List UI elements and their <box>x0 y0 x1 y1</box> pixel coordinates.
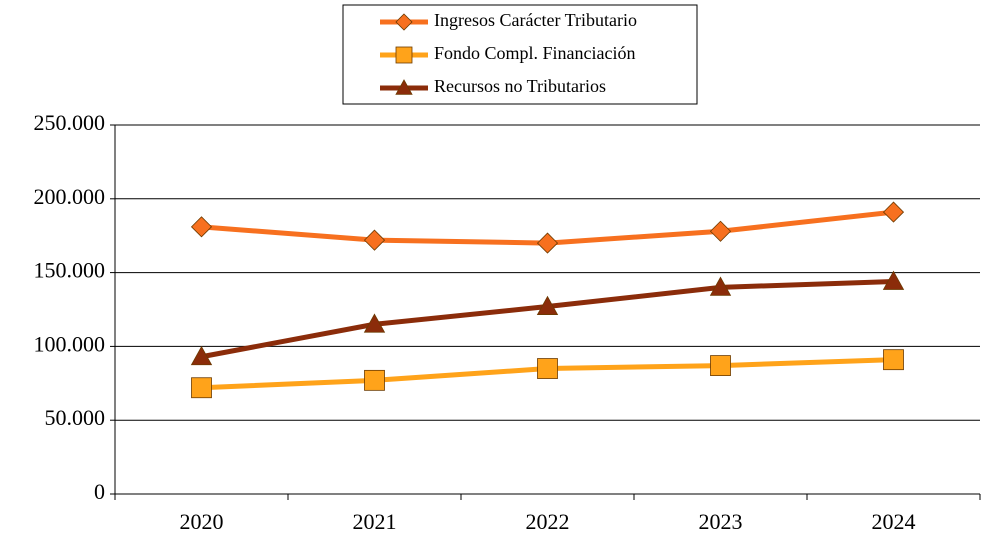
x-tick-label: 2020 <box>180 509 224 534</box>
marker <box>395 46 413 64</box>
y-tick-label: 250.000 <box>34 110 106 135</box>
y-tick-label: 200.000 <box>34 184 106 209</box>
legend-label: Recursos no Tributarios <box>434 76 606 96</box>
marker <box>190 216 213 238</box>
marker <box>882 201 905 223</box>
x-tick-label: 2022 <box>526 509 570 534</box>
legend-label: Ingresos Carácter Tributario <box>434 10 637 30</box>
marker <box>710 355 731 376</box>
y-tick-label: 0 <box>94 479 105 504</box>
marker <box>191 377 212 399</box>
marker <box>190 345 213 366</box>
y-tick-label: 50.000 <box>45 405 106 430</box>
y-tick-label: 100.000 <box>34 331 106 356</box>
marker <box>363 313 386 333</box>
marker <box>363 229 386 251</box>
marker <box>709 276 732 296</box>
marker <box>882 270 905 290</box>
legend-label: Fondo Compl. Financiación <box>434 43 636 63</box>
y-tick-label: 150.000 <box>34 258 106 283</box>
marker <box>883 349 904 371</box>
marker <box>395 79 413 95</box>
marker <box>395 13 413 31</box>
marker <box>536 295 559 315</box>
x-tick-label: 2024 <box>872 509 916 534</box>
marker <box>537 358 558 379</box>
series-line <box>201 278 894 360</box>
marker <box>364 369 385 391</box>
marker <box>709 220 732 242</box>
x-tick-label: 2023 <box>699 509 743 534</box>
x-tick-label: 2021 <box>353 509 397 534</box>
marker <box>536 232 559 254</box>
